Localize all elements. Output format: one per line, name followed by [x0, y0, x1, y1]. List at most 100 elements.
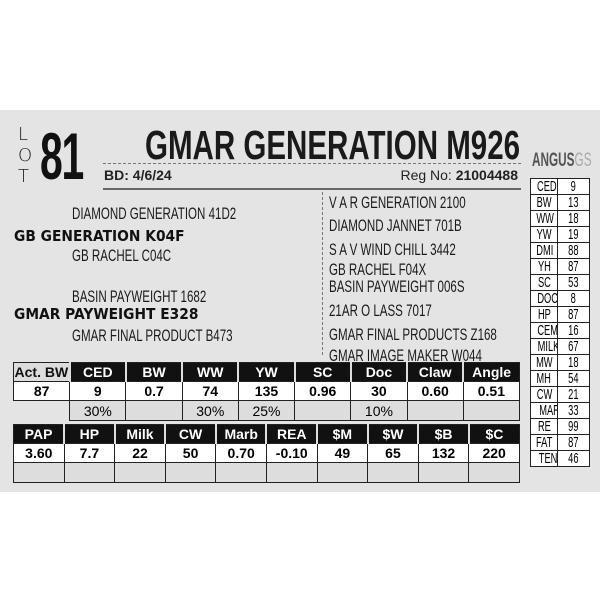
epd-header-row: PAP HP Milk CW Marb REA $M $W $B $C — [13, 424, 520, 444]
trait-cell: CW — [530, 386, 558, 403]
trait-cell: FAT — [530, 434, 558, 451]
epd-percentile — [13, 462, 65, 483]
epd-value: 3.60 — [13, 443, 65, 463]
rank-cell: 99 — [557, 418, 590, 435]
angus-logo: ANGUSGS — [532, 150, 592, 171]
epd-percentile — [406, 400, 464, 421]
epd-value: 220 — [468, 443, 520, 463]
epd-percentile — [215, 462, 267, 483]
trait-cell: CEM — [530, 322, 558, 339]
epd-header: Claw — [406, 362, 464, 382]
trait-label: MH — [536, 370, 552, 387]
trait-label: HP — [537, 306, 551, 323]
rank-value: 13 — [568, 194, 579, 211]
rank-cell: 18 — [557, 354, 590, 371]
epd-header: CW — [164, 424, 217, 444]
trait-cell: YW — [530, 226, 558, 243]
epd-header: Angle — [462, 362, 521, 382]
epd-value: 0.96 — [294, 381, 352, 401]
epd-header: $M — [316, 424, 369, 444]
percentile-row: FAT 87 — [530, 434, 590, 451]
percentile-row: BW 13 — [530, 194, 590, 211]
trait-cell: YH — [530, 258, 558, 275]
trait-label: MW — [536, 354, 553, 371]
rank-value: 21 — [568, 386, 579, 403]
trait-cell: DOC — [530, 290, 558, 307]
epd-percentile: 10% — [350, 400, 408, 421]
percentile-rank-table: CED 9 BW 13 WW 18 YW 19 DMI 88 YH 87 SC 53 DOC 8 HP 87 CEM… — [530, 178, 590, 467]
epd-percentile — [14, 401, 70, 421]
trait-label: DMI — [536, 242, 554, 259]
rank-value: 46 — [568, 450, 579, 467]
epd-percentile — [294, 400, 352, 421]
percentile-row: YH 87 — [530, 258, 590, 275]
epd-percentile — [265, 462, 318, 483]
rank-value: 16 — [568, 322, 579, 339]
rank-cell: 87 — [557, 434, 590, 451]
epd-value: -0.10 — [265, 443, 318, 463]
rank-cell: 88 — [557, 242, 590, 259]
percentile-row: RE 99 — [530, 418, 590, 435]
epd-header: CED — [68, 362, 127, 382]
percentile-row: TEND 46 — [530, 450, 590, 467]
epd-value: 0.7 — [125, 381, 183, 401]
lot-letter: O — [18, 145, 33, 166]
epd-value: 0.60 — [406, 381, 464, 401]
animal-name: GMAR GENERATION M926 — [145, 122, 521, 168]
epd-value: 74 — [181, 381, 239, 401]
extended-pedigree: 21AR O LASS 7017 — [329, 301, 432, 320]
epd-value: 49 — [316, 443, 369, 463]
trait-label: TEND — [538, 450, 558, 467]
rank-cell: 67 — [557, 338, 590, 355]
trait-cell: TEND — [530, 450, 558, 467]
rank-cell: 87 — [557, 258, 590, 275]
lot-number: 81 — [40, 119, 84, 193]
rank-value: 87 — [568, 306, 579, 323]
epd-percentile: 30% — [69, 400, 127, 421]
percentile-row: CEM 16 — [530, 322, 590, 339]
dam: GMAR PAYWEIGHT E328 — [14, 305, 199, 323]
rank-value: 9 — [570, 178, 577, 195]
lot-letter: L — [18, 124, 29, 145]
epd-percentile — [468, 462, 520, 483]
epd-value: 22 — [114, 443, 166, 463]
epd-header: Milk — [113, 424, 166, 444]
rank-cell: 46 — [557, 450, 590, 467]
percentile-row: SC 53 — [530, 274, 590, 291]
epd-header: PAP — [13, 424, 65, 444]
epd-value: 0.51 — [462, 381, 521, 401]
epd-percentile — [63, 462, 116, 483]
sire-sire: DIAMOND GENERATION 41D2 — [72, 204, 237, 223]
epd-value: 132 — [417, 443, 470, 463]
trait-cell: BW — [530, 194, 558, 211]
rank-cell: 13 — [557, 194, 590, 211]
rank-cell: 16 — [557, 322, 590, 339]
extended-pedigree: V A R GENERATION 2100 — [329, 193, 466, 212]
lot-letter: T — [18, 166, 29, 187]
epd-header: $C — [467, 424, 520, 444]
percentile-row: CW 21 — [530, 386, 590, 403]
epd-percentile — [367, 462, 419, 483]
dam-dam: GMAR FINAL PRODUCT B473 — [72, 326, 233, 345]
percentile-row: MW 18 — [530, 354, 590, 371]
epd-value: 50 — [164, 443, 217, 463]
rank-value: 19 — [568, 226, 579, 243]
trait-label: SC — [537, 274, 551, 291]
rank-cell: 87 — [557, 306, 590, 323]
trait-label: FAT — [536, 434, 553, 451]
trait-cell: WW — [530, 210, 558, 227]
epd-header: Act. BW — [12, 362, 71, 382]
trait-label: RE — [537, 418, 551, 435]
rank-value: 54 — [568, 370, 579, 387]
epd-table-1: Act. BW CED BW WW YW SC Doc Claw Angle 87 9 0.7 74 13… — [12, 362, 521, 421]
divider — [322, 192, 323, 355]
percentile-row: WW 18 — [530, 210, 590, 227]
trait-label: WW — [536, 210, 554, 227]
epd-header: REA — [265, 424, 318, 444]
percentile-row: CED 9 — [530, 178, 590, 195]
epd-value: 87 — [12, 381, 71, 401]
epd-header: HP — [63, 424, 116, 444]
epd-percentile — [125, 400, 183, 421]
rank-value: 87 — [568, 258, 579, 275]
trait-cell: MARB — [530, 402, 558, 419]
